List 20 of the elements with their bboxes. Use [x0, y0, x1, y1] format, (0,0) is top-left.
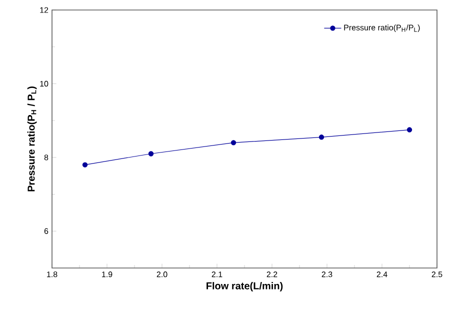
point — [82, 162, 88, 168]
y-tick-label: 10 — [40, 80, 48, 87]
x-tick-label: 2.1 — [212, 272, 222, 278]
x-tick-label: 1.9 — [102, 272, 112, 278]
x-axis-title: Flow rate(L/min) — [206, 282, 283, 292]
x-tick-label: 2.2 — [266, 272, 278, 278]
x-tick-label: 2.3 — [322, 272, 332, 278]
y-tick-label: 12 — [40, 7, 48, 13]
x-tick-label: 2.5 — [432, 272, 442, 278]
legend-label: Pressure ratio(P$_{H}$/P$_{L}$) — [344, 24, 420, 32]
x-tick-label: 2.0 — [156, 272, 168, 278]
point — [318, 134, 324, 140]
point — [148, 151, 154, 156]
point — [230, 140, 236, 146]
x-tick-label: 1.8 — [47, 272, 58, 278]
point — [406, 127, 412, 132]
x-tick-label: 2.4 — [376, 272, 388, 278]
y-tick-label: 6 — [44, 228, 48, 234]
y-axis-title: Pressure ratio(P$_{H}$ / P$_{L}$) — [27, 86, 37, 192]
y-tick-label: 8 — [44, 154, 48, 160]
